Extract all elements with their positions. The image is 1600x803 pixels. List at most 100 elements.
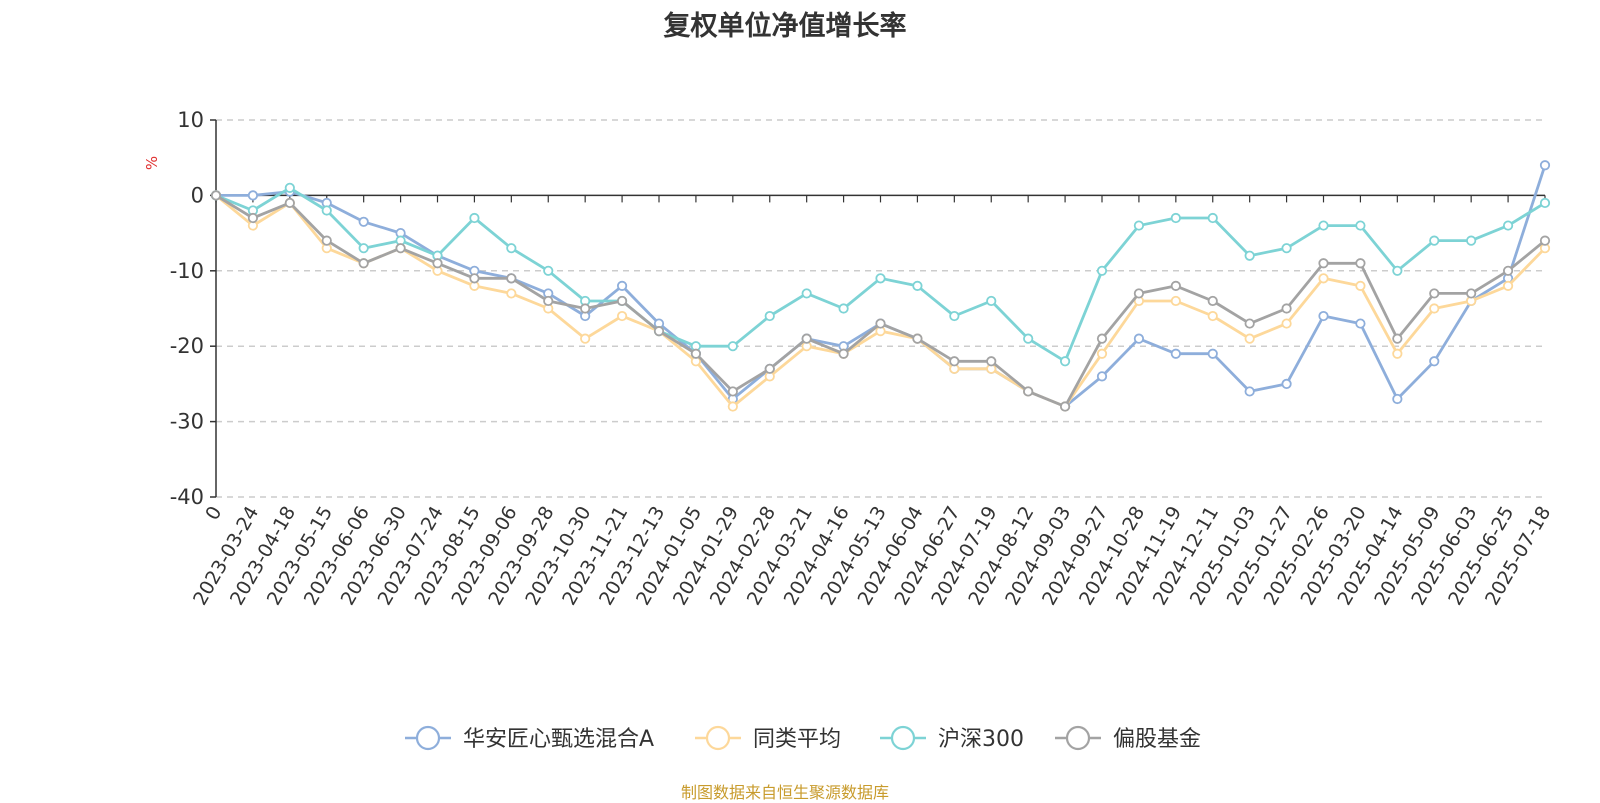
data-point bbox=[1170, 295, 1181, 307]
data-point bbox=[764, 363, 775, 374]
data-point bbox=[1429, 288, 1440, 299]
series-2 bbox=[210, 182, 1551, 367]
data-point bbox=[506, 273, 517, 284]
data-point bbox=[1207, 295, 1218, 307]
series-1 bbox=[210, 190, 1551, 412]
series-3 bbox=[210, 190, 1551, 412]
data-point bbox=[986, 356, 997, 367]
y-tick-label: -40 bbox=[170, 485, 204, 509]
data-point bbox=[1355, 280, 1366, 291]
series-line bbox=[215, 194, 1547, 408]
y-tick-label: 0 bbox=[191, 183, 204, 207]
data-point bbox=[727, 341, 738, 352]
data-point bbox=[838, 303, 849, 314]
data-point bbox=[1023, 333, 1034, 344]
data-point bbox=[616, 280, 628, 291]
legend-marker bbox=[415, 725, 441, 751]
data-point bbox=[210, 190, 222, 201]
data-point bbox=[1244, 318, 1255, 329]
y-tick-label: 10 bbox=[177, 108, 204, 132]
data-point bbox=[1023, 386, 1034, 397]
data-point bbox=[727, 401, 738, 412]
legend-item[interactable]: 同类平均 bbox=[695, 725, 841, 752]
legend-item[interactable]: 偏股基金 bbox=[1055, 725, 1201, 752]
data-point bbox=[1539, 160, 1551, 171]
data-point bbox=[506, 288, 517, 299]
series-line bbox=[215, 194, 1546, 408]
data-point bbox=[1466, 235, 1477, 246]
data-point bbox=[1096, 348, 1108, 359]
data-point bbox=[949, 310, 960, 322]
data-point bbox=[1355, 318, 1366, 329]
legend[interactable]: 华安匠心甄选混合A 同类平均 沪深300 偏股基金 bbox=[405, 725, 1201, 752]
data-point bbox=[1429, 356, 1440, 367]
data-point bbox=[1318, 310, 1329, 322]
legend-marker bbox=[1065, 725, 1091, 751]
data-point bbox=[284, 182, 295, 193]
chart-title: 复权单位净值增长率 bbox=[663, 11, 907, 42]
series-layer bbox=[210, 160, 1551, 412]
legend-marker bbox=[705, 725, 731, 751]
data-point bbox=[949, 356, 960, 367]
data-point bbox=[1133, 333, 1145, 344]
data-point bbox=[395, 243, 406, 254]
legend-label: 华安匠心甄选混合A bbox=[463, 727, 654, 752]
data-point bbox=[506, 243, 517, 254]
data-point bbox=[469, 273, 480, 284]
data-point bbox=[1096, 333, 1108, 344]
y-tick-label: -30 bbox=[170, 410, 204, 434]
data-point bbox=[284, 197, 295, 209]
legend-label: 同类平均 bbox=[753, 727, 841, 752]
data-point bbox=[1170, 212, 1181, 224]
y-tick-label: -10 bbox=[170, 259, 204, 283]
data-point bbox=[1392, 348, 1403, 359]
data-point bbox=[1355, 220, 1366, 231]
data-point bbox=[653, 326, 665, 337]
data-point bbox=[358, 258, 369, 269]
data-point bbox=[1281, 378, 1292, 389]
data-point bbox=[580, 333, 591, 344]
data-point bbox=[986, 295, 997, 307]
data-point bbox=[321, 235, 332, 246]
data-point bbox=[1133, 288, 1145, 299]
data-point bbox=[801, 288, 812, 299]
data-point bbox=[1318, 220, 1329, 231]
legend-marker bbox=[890, 725, 916, 751]
data-point bbox=[1539, 197, 1551, 209]
data-point bbox=[1502, 280, 1514, 291]
data-point bbox=[1096, 265, 1108, 276]
data-point bbox=[1429, 303, 1440, 314]
data-point bbox=[1392, 333, 1403, 344]
data-point bbox=[1244, 333, 1255, 344]
data-point bbox=[727, 386, 738, 397]
data-point bbox=[247, 212, 259, 224]
data-point bbox=[1429, 235, 1440, 246]
data-point bbox=[1059, 401, 1071, 412]
data-point bbox=[432, 258, 443, 269]
data-point bbox=[1318, 273, 1329, 284]
data-point bbox=[690, 348, 702, 359]
data-point bbox=[1392, 265, 1403, 276]
data-point bbox=[1133, 220, 1145, 231]
data-point bbox=[1170, 348, 1181, 359]
data-point bbox=[1355, 258, 1366, 269]
y-tick-label: -20 bbox=[170, 334, 204, 358]
grid-layer bbox=[216, 119, 1545, 498]
data-point bbox=[543, 265, 554, 276]
axis-layer: 100-10-20-30-40%02023-03-242023-04-18202… bbox=[143, 108, 1555, 609]
data-point bbox=[912, 280, 923, 291]
data-point bbox=[1244, 386, 1255, 397]
data-point bbox=[1244, 250, 1255, 261]
data-point bbox=[1207, 348, 1218, 359]
data-point bbox=[358, 243, 369, 254]
data-point bbox=[801, 333, 812, 344]
legend-item[interactable]: 华安匠心甄选混合A bbox=[405, 725, 654, 752]
legend-item[interactable]: 沪深300 bbox=[880, 725, 1024, 752]
data-point bbox=[616, 310, 628, 322]
data-point bbox=[1466, 288, 1477, 299]
data-point bbox=[1318, 258, 1329, 269]
legend-label: 偏股基金 bbox=[1113, 727, 1201, 752]
x-tick-label: 0 bbox=[201, 503, 226, 524]
legend-label: 沪深300 bbox=[938, 727, 1024, 752]
